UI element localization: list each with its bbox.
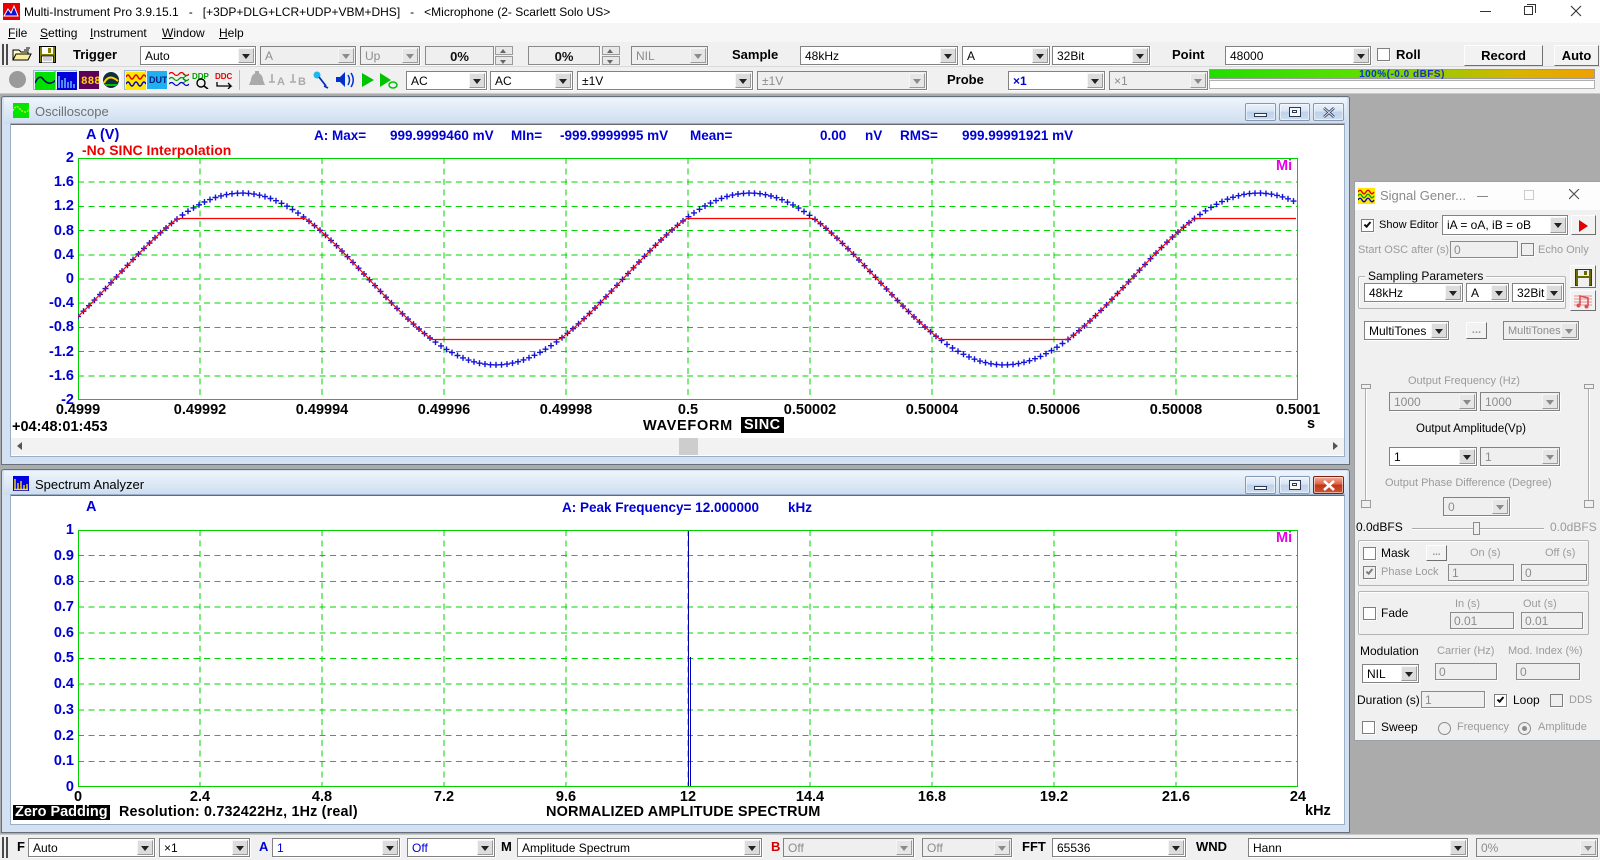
svg-text:A: A (277, 76, 285, 88)
svg-text:DDP: DDP (192, 72, 210, 81)
svg-text:888: 888 (81, 76, 99, 88)
svg-text:DUT: DUT (149, 75, 167, 85)
svg-text:DDC: DDC (215, 72, 233, 81)
svg-text:B: B (298, 76, 306, 88)
